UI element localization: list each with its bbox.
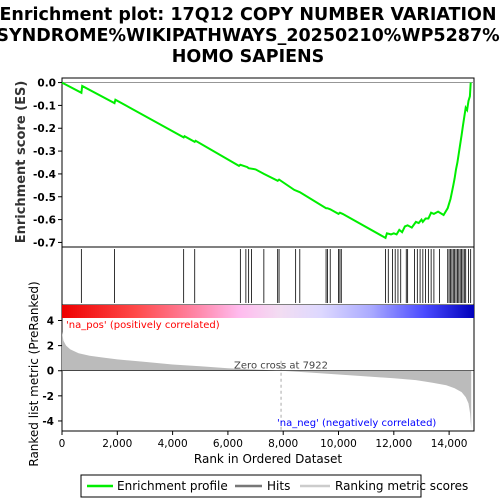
hits-panel: [61, 246, 475, 306]
metric-y-tick-label: -2: [42, 391, 54, 403]
metric-panel: Zero cross at 7922 'na_pos' (positively …: [27, 281, 475, 467]
metric-x-tick-label: 2,000: [102, 438, 132, 450]
metric-x-ticks: 0 2,000 4,000 6,000 8,000 10,000 12,000 14,000: [59, 431, 468, 450]
metric-x-tick-label: 6,000: [213, 438, 243, 450]
es-y-tick-label: 0.0: [37, 78, 56, 90]
metric-x-tick-label: 8,000: [268, 438, 298, 450]
es-panel: 0.0 -0.1 -0.2 -0.3 -0.4 -0.5 -0.6 -0.7 Enrichme…: [14, 77, 475, 249]
metric-x-axis-label: Rank in Ordered Dataset: [194, 452, 342, 466]
es-y-tick-label: -0.6: [33, 215, 56, 227]
hits-frame: [61, 246, 475, 306]
metric-y-tick-label: -4: [42, 416, 54, 428]
metric-x-tick-label: 4,000: [158, 438, 188, 450]
metric-y-ticks: 4 2 0 -2 -4: [42, 316, 62, 428]
es-y-tick-label: -0.1: [33, 100, 56, 112]
metric-x-tick-label: 0: [59, 438, 66, 450]
negative-correlation-annotation: 'na_neg' (negatively correlated): [277, 418, 436, 429]
metric-y-tick-label: 2: [47, 341, 54, 353]
es-plot-frame: [61, 77, 475, 248]
legend-hits-label: Hits: [267, 479, 290, 493]
metric-x-tick-label: 14,000: [431, 438, 468, 450]
metric-y-axis-label: Ranked list metric (PreRanked): [27, 281, 41, 466]
legend-enrichment-label: Enrichment profile: [117, 479, 228, 493]
es-y-tick-label: -0.2: [33, 123, 56, 135]
es-y-axis-label: Enrichment score (ES): [14, 81, 29, 244]
hit-lines: [80, 249, 472, 303]
metric-y-tick-label: 4: [47, 316, 54, 328]
zero-cross-annotation: Zero cross at 7922: [234, 361, 328, 372]
es-y-ticks: 0.0 -0.1 -0.2 -0.3 -0.4 -0.5 -0.6 -0.7: [33, 78, 62, 249]
es-y-tick-label: -0.7: [33, 237, 56, 249]
rank-color-bar: [62, 305, 474, 318]
es-y-tick-label: -0.5: [33, 192, 56, 204]
es-y-tick-label: -0.4: [33, 169, 56, 181]
positive-correlation-annotation: 'na_pos' (positively correlated): [66, 320, 220, 331]
chart-title-line-3: HOMO SAPIENS: [172, 47, 325, 67]
metric-x-tick-label: 10,000: [320, 438, 357, 450]
metric-x-tick-label: 12,000: [375, 438, 412, 450]
enrichment-profile-line: [61, 81, 472, 240]
es-y-tick-label: -0.3: [33, 146, 56, 158]
legend-metric-label: Ranking metric scores: [335, 479, 468, 493]
metric-y-tick-label: 0: [47, 366, 54, 378]
legend: Enrichment profile Hits Ranking metric s…: [80, 474, 468, 498]
chart-title-line-2: SYNDROME%WIKIPATHWAYS_20250210%WP5287%: [0, 26, 500, 46]
chart-title-line-1: Enrichment plot: 17Q12 COPY NUMBER VARIA…: [0, 5, 497, 25]
